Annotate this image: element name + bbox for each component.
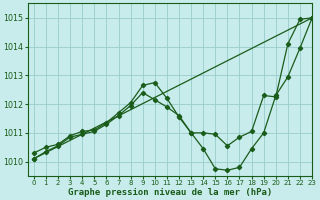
X-axis label: Graphe pression niveau de la mer (hPa): Graphe pression niveau de la mer (hPa) xyxy=(68,188,272,197)
